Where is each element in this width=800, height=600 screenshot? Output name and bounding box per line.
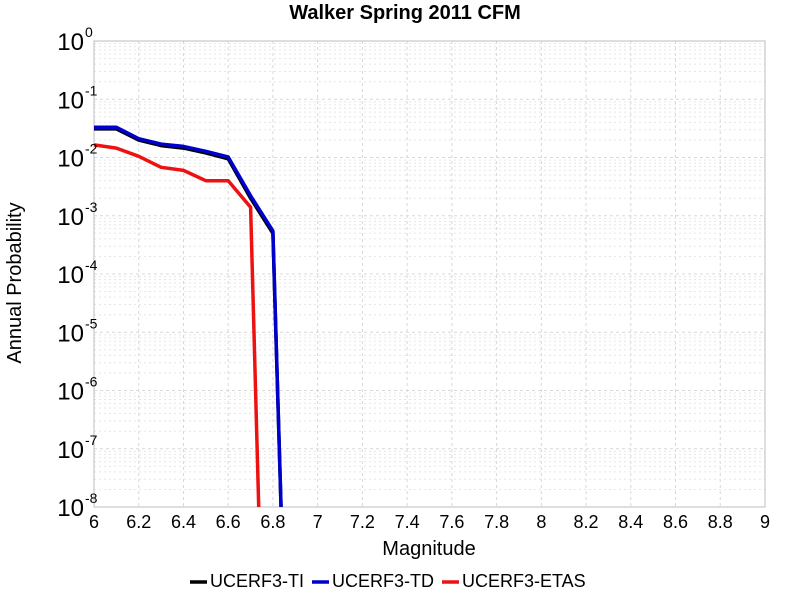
y-tick-exponent: -7: [85, 432, 98, 448]
y-tick-exponent: -8: [85, 490, 98, 506]
series-layer: [94, 125, 283, 507]
y-tick-base: 10: [57, 379, 84, 406]
y-tick-exponent: -2: [85, 141, 98, 157]
y-tick-base: 10: [57, 262, 84, 289]
y-tick-base: 10: [57, 437, 84, 464]
x-tick-labels: 6 6.2 6.4 6.6 6.8 7 7.2 7.4 7.6 7.8 8 8.2 8.4 8.6 8.8 9: [89, 512, 770, 532]
y-tick-base: 10: [57, 87, 84, 114]
x-tick-label: 6.8: [260, 512, 285, 532]
x-tick-label: 9: [760, 512, 770, 532]
x-tick-label: 8.4: [618, 512, 643, 532]
y-tick-exponent: -1: [85, 82, 98, 98]
y-tick-label: 10 -6: [57, 374, 97, 406]
x-axis-label: Magnitude: [382, 538, 475, 560]
y-tick-label: 10 -5: [57, 315, 97, 347]
x-tick-label: 7.4: [395, 512, 420, 532]
legend-label: UCERF3-TD: [332, 571, 434, 591]
legend-item-ucerf3-etas: UCERF3-ETAS: [442, 571, 586, 591]
y-tick-label: 10 -2: [57, 141, 97, 173]
series-line-ucerf3-etas: [94, 143, 261, 507]
legend-item-ucerf3-td: UCERF3-TD: [312, 571, 434, 591]
y-axis-label: Annual Probability: [4, 202, 26, 363]
y-tick-base: 10: [57, 204, 84, 231]
y-tick-exponent: -5: [85, 315, 98, 331]
y-tick-label: 10 -1: [57, 82, 97, 114]
y-tick-label: 10 0: [57, 24, 93, 56]
x-tick-label: 6.4: [171, 512, 196, 532]
y-tick-base: 10: [57, 146, 84, 173]
x-tick-label: 6: [89, 512, 99, 532]
x-tick-label: 8: [536, 512, 546, 532]
legend-item-ucerf3-ti: UCERF3-TI: [190, 571, 304, 591]
series-line-ucerf3-td: [94, 125, 283, 507]
y-tick-base: 10: [57, 495, 84, 522]
legend: UCERF3-TI UCERF3-TD UCERF3-ETAS: [190, 571, 586, 591]
chart-title: Walker Spring 2011 CFM: [289, 2, 521, 24]
x-tick-label: 8.8: [708, 512, 733, 532]
y-tick-label: 10 -8: [57, 490, 97, 522]
y-tick-label: 10 -7: [57, 432, 97, 464]
grid: [94, 41, 765, 507]
plot-frame: [93, 40, 766, 508]
legend-label: UCERF3-TI: [210, 571, 304, 591]
x-tick-label: 7.6: [439, 512, 464, 532]
y-tick-exponent: -4: [85, 257, 98, 273]
x-tick-label: 6.6: [216, 512, 241, 532]
y-tick-exponent: -6: [85, 374, 98, 390]
y-tick-label: 10 -3: [57, 199, 97, 231]
x-tick-label: 7.2: [350, 512, 375, 532]
y-tick-exponent: 0: [85, 24, 93, 40]
x-tick-label: 8.6: [663, 512, 688, 532]
y-tick-exponent: -3: [85, 199, 98, 215]
y-tick-base: 10: [57, 320, 84, 347]
x-tick-label: 8.2: [574, 512, 599, 532]
y-tick-label: 10 -4: [57, 257, 97, 289]
legend-label: UCERF3-ETAS: [462, 571, 586, 591]
y-tick-base: 10: [57, 29, 84, 56]
x-tick-label: 7: [313, 512, 323, 532]
x-tick-label: 7.8: [484, 512, 509, 532]
x-tick-label: 6.2: [126, 512, 151, 532]
